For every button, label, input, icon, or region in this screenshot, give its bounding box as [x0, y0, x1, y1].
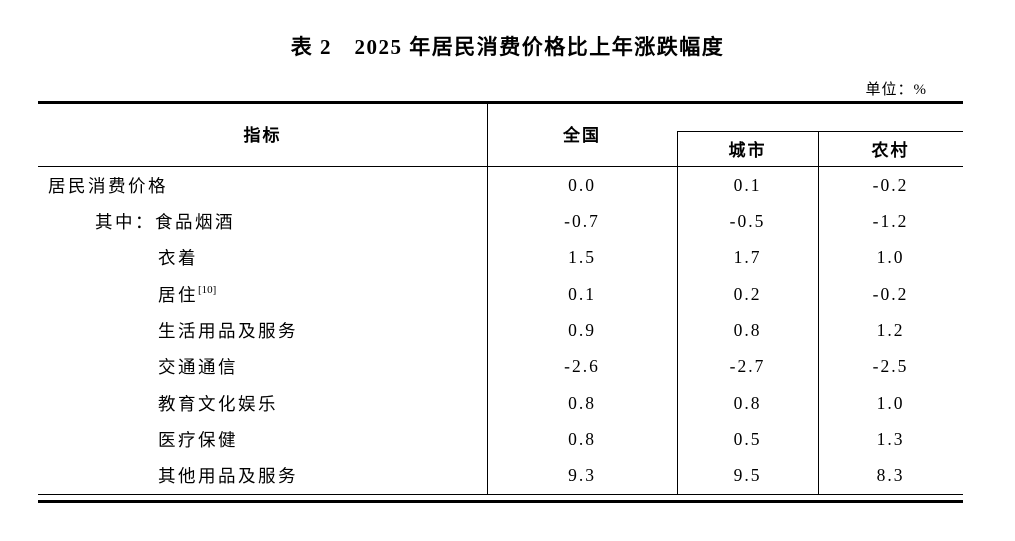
rule-header-bottom	[38, 166, 963, 167]
table-row: 交通通信 -2.6 -2.7 -2.5	[38, 349, 963, 385]
divider-indicator-national	[487, 101, 488, 495]
cell-national: -2.6	[564, 356, 600, 377]
cell-national: -0.7	[564, 210, 600, 231]
footnote-marker: [10]	[198, 283, 217, 296]
price-change-table: 指标 全国 城市 农村 居民消费价格 0.0 0.1 -0.2 其中：食品烟酒 …	[38, 101, 963, 503]
cell-rural: -1.2	[872, 210, 909, 231]
cell-rural: -0.2	[872, 174, 909, 195]
row-label: 交通通信	[158, 357, 238, 378]
cell-urban: 1.7	[733, 247, 762, 268]
rule-bottom-thick	[38, 500, 963, 503]
cell-rural: -0.2	[872, 283, 909, 304]
table-title: 表 2 2025 年居民消费价格比上年涨跌幅度	[290, 35, 725, 59]
row-label: 其他用品及服务	[158, 466, 298, 487]
cell-urban: 0.2	[733, 283, 762, 304]
table-row: 医疗保健 0.8 0.5 1.3	[38, 421, 963, 457]
divider-national-urban	[677, 131, 678, 495]
rule-subheader-top	[677, 131, 963, 132]
cell-national: 9.3	[568, 465, 596, 486]
rule-bottom-thin	[38, 494, 963, 495]
row-label: 居民消费价格	[48, 175, 168, 196]
table-row: 居民消费价格 0.0 0.1 -0.2	[38, 167, 963, 203]
cell-urban: 0.8	[733, 319, 762, 340]
table-row: 教育文化娱乐 0.8 0.8 1.0	[38, 385, 963, 421]
cell-national: 0.8	[568, 428, 596, 449]
header-national: 全国	[563, 126, 601, 145]
cell-national: 1.5	[568, 247, 596, 268]
cell-urban: -2.7	[729, 356, 766, 377]
cell-urban: -0.5	[729, 210, 766, 231]
cell-rural: 1.2	[876, 319, 905, 340]
header-indicator: 指标	[243, 126, 282, 145]
header-rural: 农村	[871, 141, 910, 160]
table-row: 其中：食品烟酒 -0.7 -0.5 -1.2	[38, 203, 963, 239]
row-label: 教育文化娱乐	[158, 393, 278, 414]
rule-top-thick	[38, 101, 963, 104]
table-row: 居住[10] 0.1 0.2 -0.2	[38, 276, 963, 312]
cell-national: 0.0	[568, 174, 596, 195]
unit-label: 单位：%	[865, 82, 927, 98]
table-row: 生活用品及服务 0.9 0.8 1.2	[38, 312, 963, 348]
cell-rural: 8.3	[876, 465, 905, 486]
row-label: 生活用品及服务	[158, 320, 298, 341]
row-label: 医疗保健	[158, 429, 238, 450]
cell-urban: 0.1	[733, 174, 762, 195]
cell-urban: 0.5	[733, 428, 762, 449]
cell-urban: 0.8	[733, 392, 762, 413]
cell-national: 0.1	[568, 283, 596, 304]
cell-rural: 1.0	[876, 247, 905, 268]
header-urban: 城市	[728, 141, 767, 160]
row-label: 居住[10]	[158, 283, 217, 305]
row-label: 其中：食品烟酒	[95, 211, 235, 232]
cell-urban: 9.5	[733, 465, 762, 486]
table-body: 居民消费价格 0.0 0.1 -0.2 其中：食品烟酒 -0.7 -0.5 -1…	[38, 167, 963, 494]
table-row: 衣着 1.5 1.7 1.0	[38, 240, 963, 276]
cell-national: 0.9	[568, 319, 596, 340]
row-label: 衣着	[158, 248, 198, 269]
cell-rural: 1.0	[876, 392, 905, 413]
table-row: 其他用品及服务 9.3 9.5 8.3	[38, 458, 963, 494]
cell-rural: -2.5	[872, 356, 909, 377]
divider-urban-rural	[818, 131, 819, 495]
cell-rural: 1.3	[876, 428, 905, 449]
cell-national: 0.8	[568, 392, 596, 413]
